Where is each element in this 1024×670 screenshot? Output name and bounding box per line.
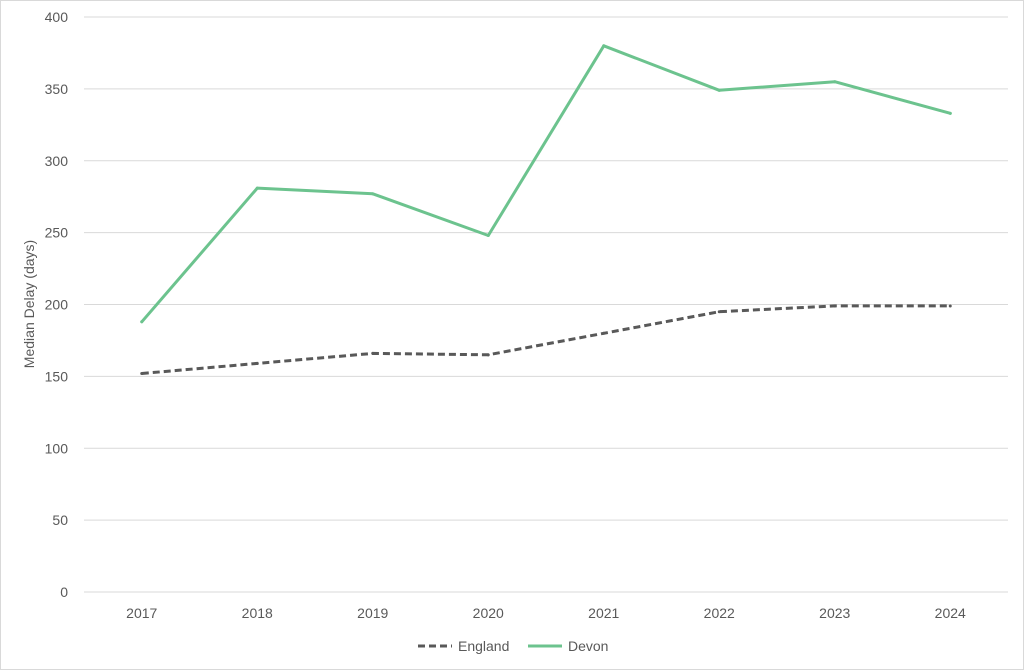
y-tick-label: 350 xyxy=(45,81,69,97)
series-lines xyxy=(140,44,952,375)
x-axis-ticks: 2017 2018 2019 2020 2021 2022 2023 2024 xyxy=(126,605,966,621)
x-tick-label: 2022 xyxy=(704,605,735,621)
series-line-devon xyxy=(140,44,952,324)
y-tick-label: 0 xyxy=(60,584,68,600)
data-point-england xyxy=(255,361,259,365)
data-point-devon xyxy=(833,80,837,84)
y-axis-ticks: 0 50 100 150 200 250 300 350 400 xyxy=(45,9,69,600)
data-point-england xyxy=(833,304,837,308)
data-point-england xyxy=(486,353,490,357)
y-tick-label: 150 xyxy=(45,368,69,384)
x-tick-label: 2017 xyxy=(126,605,157,621)
x-tick-label: 2019 xyxy=(357,605,388,621)
legend-label-england: England xyxy=(458,638,509,654)
data-point-england xyxy=(948,304,952,308)
legend-label-devon: Devon xyxy=(568,638,608,654)
data-point-devon xyxy=(371,192,375,196)
data-point-england xyxy=(371,351,375,355)
y-tick-label: 400 xyxy=(45,9,69,25)
data-point-devon xyxy=(717,88,721,92)
x-tick-label: 2024 xyxy=(935,605,966,621)
data-point-england xyxy=(717,310,721,314)
y-tick-label: 300 xyxy=(45,153,69,169)
gridlines xyxy=(84,16,1008,593)
x-tick-label: 2020 xyxy=(473,605,504,621)
series-line-england xyxy=(141,304,951,375)
y-tick-label: 100 xyxy=(45,440,69,456)
y-tick-label: 50 xyxy=(52,512,68,528)
y-tick-label: 200 xyxy=(45,297,69,313)
x-tick-label: 2018 xyxy=(242,605,273,621)
y-tick-label: 250 xyxy=(45,225,69,241)
data-point-england xyxy=(602,331,606,335)
y-axis-title: Median Delay (days) xyxy=(21,240,37,368)
data-point-devon xyxy=(140,320,144,324)
data-point-devon xyxy=(486,234,490,237)
x-tick-label: 2023 xyxy=(819,605,850,621)
data-point-devon xyxy=(255,186,259,190)
legend: England Devon xyxy=(418,638,608,654)
x-tick-label: 2021 xyxy=(588,605,619,621)
data-point-england xyxy=(140,372,144,375)
data-point-devon xyxy=(602,44,606,48)
data-point-devon xyxy=(948,111,952,115)
